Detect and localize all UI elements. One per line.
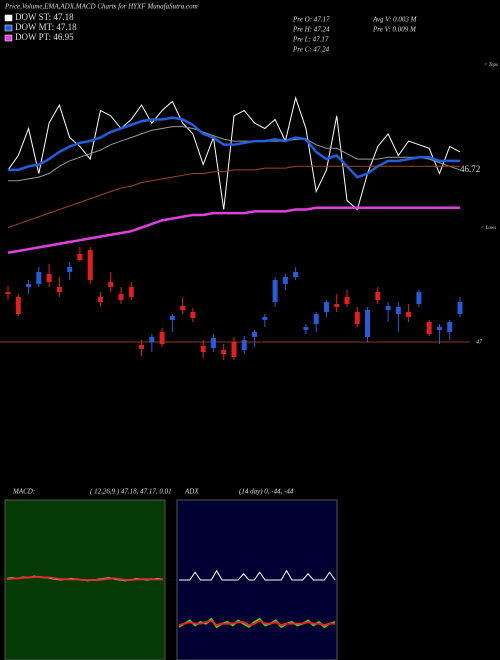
- candle-body: [426, 322, 432, 334]
- info-text: Pre O: 47.17: [292, 16, 330, 24]
- candle-body: [334, 304, 340, 307]
- legend-label: DOW MT: 47.18: [15, 22, 77, 32]
- candle-body: [354, 312, 360, 324]
- line-series: [7, 165, 460, 229]
- line-series: [6, 575, 163, 581]
- annotation: < Tops: [484, 63, 498, 68]
- legend-label: DOW PT: 46.95: [15, 32, 74, 42]
- line-series: [8, 116, 460, 179]
- candle-body: [282, 277, 288, 284]
- candle-body: [436, 327, 442, 330]
- candle-body: [272, 280, 278, 302]
- candle-body: [375, 292, 381, 300]
- info-text: Pre C: 47.24: [292, 46, 330, 54]
- candle-body: [231, 342, 237, 357]
- candle-body: [344, 297, 350, 304]
- candle-body: [221, 350, 227, 354]
- panel-title: ADX: [184, 488, 199, 496]
- line-series: [179, 569, 336, 581]
- candle-body: [5, 292, 11, 294]
- candle-body: [97, 297, 103, 302]
- candle-body: [190, 312, 196, 318]
- candle-body: [139, 345, 145, 349]
- candle-body: [169, 316, 175, 320]
- candle-body: [15, 297, 21, 314]
- price-label: 46.72: [460, 164, 480, 174]
- line-series: [7, 96, 461, 211]
- candle-body: [108, 282, 114, 287]
- candle-body: [395, 307, 401, 314]
- candle-body: [241, 340, 247, 350]
- candle-body: [323, 302, 329, 312]
- y-tick-label: 47: [476, 338, 483, 345]
- candle-body: [313, 314, 319, 324]
- candle-body: [210, 338, 216, 348]
- candle-body: [262, 317, 268, 320]
- info-text: Pre H: 47.24: [292, 26, 330, 34]
- panel-subtitle: (14 day) 0, -44, -44: [239, 488, 294, 496]
- candle-body: [416, 292, 422, 304]
- legend-swatch: [4, 34, 13, 42]
- candle-body: [200, 346, 206, 352]
- candle-body: [36, 272, 42, 284]
- legend-label: DOW ST: 47.18: [15, 12, 74, 22]
- line-series: [8, 126, 461, 182]
- candle-body: [26, 284, 32, 287]
- legend-swatch: [4, 24, 13, 32]
- candle-body: [180, 306, 186, 310]
- candle-body: [365, 310, 371, 337]
- panel-title: MACD:: [12, 488, 35, 496]
- candle-body: [118, 294, 124, 300]
- candle-body: [457, 302, 463, 314]
- candle-body: [252, 332, 258, 337]
- chart-title: Price,Volume,EMA,ADX,MACD Charts for HYX…: [4, 3, 198, 11]
- candle-body: [406, 312, 412, 317]
- candle-body: [128, 287, 134, 297]
- line-series: [7, 206, 460, 255]
- candle-body: [77, 254, 83, 260]
- candle-body: [447, 322, 453, 332]
- candle-body: [67, 267, 73, 272]
- candle-body: [293, 272, 299, 277]
- info-text: Avg V: 0.003 M: [372, 16, 418, 24]
- candle-body: [303, 327, 309, 330]
- candle-body: [87, 250, 93, 280]
- legend-swatch: [4, 14, 13, 22]
- panel-subtitle: ( 12,26,9 ) 47.18, 47.17, 0.01: [90, 488, 172, 496]
- info-text: Pre L: 47.17: [292, 36, 329, 44]
- annotation: < Lows: [481, 226, 496, 231]
- candle-body: [385, 306, 391, 310]
- candle-body: [46, 274, 52, 282]
- info-text: Pre V: 0.009 M: [372, 26, 417, 34]
- line-series: [178, 619, 335, 627]
- candle-body: [56, 287, 62, 292]
- candle-body: [159, 332, 165, 344]
- candle-body: [149, 337, 155, 342]
